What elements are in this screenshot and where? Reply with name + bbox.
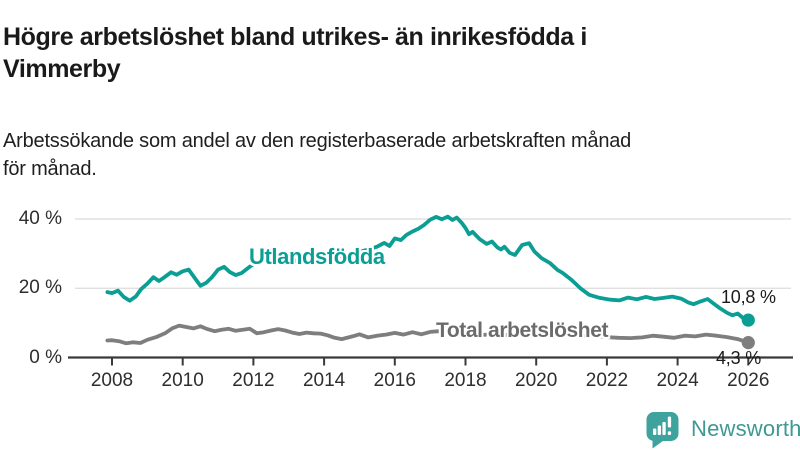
page-title: Högre arbetslöshet bland utrikes- än inr… [3, 22, 587, 83]
x-axis-label: 2016 [373, 370, 416, 391]
page-subtitle: Arbetssökande som andel av den registerb… [3, 130, 632, 180]
newsworthy-wordmark: Newsworthy [691, 416, 800, 441]
end-value-label-utlandsfodda: 10,8 % [721, 287, 776, 307]
x-axis-label: 2010 [161, 370, 204, 391]
newsworthy-logo-link[interactable]: Newsworthy [646, 411, 800, 449]
y-axis-label: 40 % [18, 208, 62, 229]
series-label-utlandsfodda: Utlandsfödda [249, 244, 385, 269]
x-axis-label: 2018 [444, 370, 487, 391]
y-axis-label: 0 % [29, 346, 62, 368]
series-line-0 [105, 214, 751, 323]
x-axis-label: 2024 [656, 370, 699, 391]
x-axis-label: 2014 [302, 370, 346, 391]
x-axis-label: 2026 [727, 370, 770, 391]
x-axis-label: 2022 [585, 370, 629, 391]
series-label-total-arbetsloshet: Total arbetslöshet [436, 319, 609, 342]
series-line-1 [105, 323, 751, 346]
x-axis-label: 2020 [515, 370, 558, 391]
x-axis-label: 2012 [232, 370, 275, 391]
end-value-label-total: 4,3 % [716, 348, 762, 368]
y-axis-label: 20 % [18, 277, 62, 299]
bar-chart-speech-bubble-icon [646, 411, 683, 449]
series-end-dot-1 [741, 336, 755, 350]
series-end-dot-0 [741, 313, 755, 327]
x-axis-label: 2008 [90, 370, 134, 391]
